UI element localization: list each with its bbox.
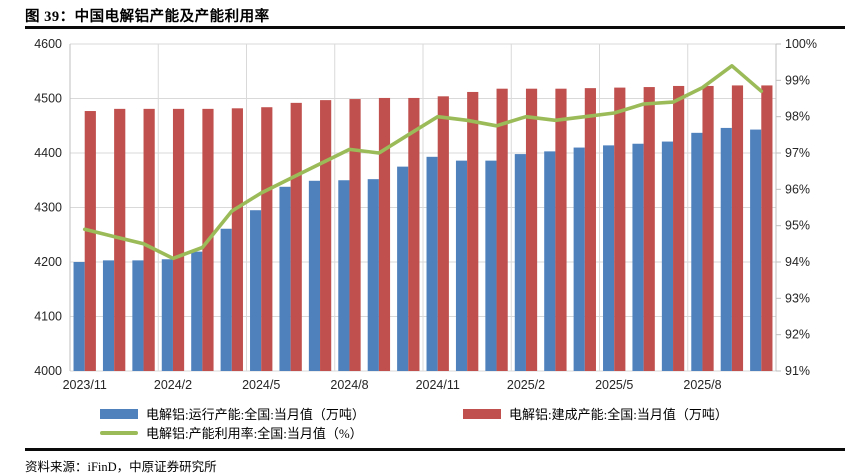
utilization-rate-swatch-icon <box>100 430 138 435</box>
built-capacity-swatch-icon <box>463 408 501 419</box>
source-divider <box>25 448 845 451</box>
capacity-utilization-chart: 4000 4100 4200 4300 4400 4500 4600 91% 92% 93% 94%… <box>34 37 817 392</box>
svg-text:95%: 95% <box>785 219 810 233</box>
legend-label-utilization-rate: 电解铝:产能利用率:全国:当月值（%） <box>146 426 363 441</box>
svg-text:4500: 4500 <box>34 92 62 106</box>
svg-text:91%: 91% <box>785 364 810 378</box>
svg-text:96%: 96% <box>785 182 810 196</box>
legend-row-1: 电解铝:运行产能:全国:当月值（万吨） 电解铝:建成产能:全国:当月值（万吨） <box>100 404 728 423</box>
svg-text:2024/11: 2024/11 <box>416 378 460 392</box>
svg-text:92%: 92% <box>785 328 810 342</box>
svg-text:2024/8: 2024/8 <box>330 378 368 392</box>
svg-text:2025/8: 2025/8 <box>683 378 721 392</box>
operating-capacity-swatch-icon <box>100 408 138 419</box>
legend-item-operating-capacity: 电解铝:运行产能:全国:当月值（万吨） <box>100 404 365 423</box>
svg-text:99%: 99% <box>785 73 810 87</box>
source-note: 资料来源：iFinD，中原证券研究所 <box>25 460 217 474</box>
svg-text:2023/11: 2023/11 <box>63 378 107 392</box>
legend-label-operating-capacity: 电解铝:运行产能:全国:当月值（万吨） <box>146 407 365 422</box>
svg-text:2024/5: 2024/5 <box>242 378 280 392</box>
svg-text:100%: 100% <box>785 37 817 51</box>
svg-text:4400: 4400 <box>34 146 62 160</box>
title-underline <box>25 26 845 29</box>
svg-text:4300: 4300 <box>34 201 62 215</box>
legend-item-utilization-rate: 电解铝:产能利用率:全国:当月值（%） <box>100 423 363 442</box>
legend-item-built-capacity: 电解铝:建成产能:全国:当月值（万吨） <box>463 404 728 423</box>
svg-text:4200: 4200 <box>34 255 62 269</box>
svg-text:94%: 94% <box>785 255 810 269</box>
svg-text:93%: 93% <box>785 291 810 305</box>
svg-text:4600: 4600 <box>34 37 62 51</box>
figure-title: 图 39：中国电解铝产能及产能利用率 <box>25 9 270 25</box>
svg-text:97%: 97% <box>785 146 810 160</box>
svg-text:4000: 4000 <box>34 364 62 378</box>
svg-text:2025/2: 2025/2 <box>507 378 545 392</box>
legend-label-built-capacity: 电解铝:建成产能:全国:当月值（万吨） <box>509 407 728 422</box>
svg-text:2025/5: 2025/5 <box>595 378 633 392</box>
svg-text:98%: 98% <box>785 110 810 124</box>
svg-text:2024/2: 2024/2 <box>154 378 192 392</box>
svg-text:4100: 4100 <box>34 310 62 324</box>
legend-row-2: 电解铝:产能利用率:全国:当月值（%） <box>100 423 363 442</box>
